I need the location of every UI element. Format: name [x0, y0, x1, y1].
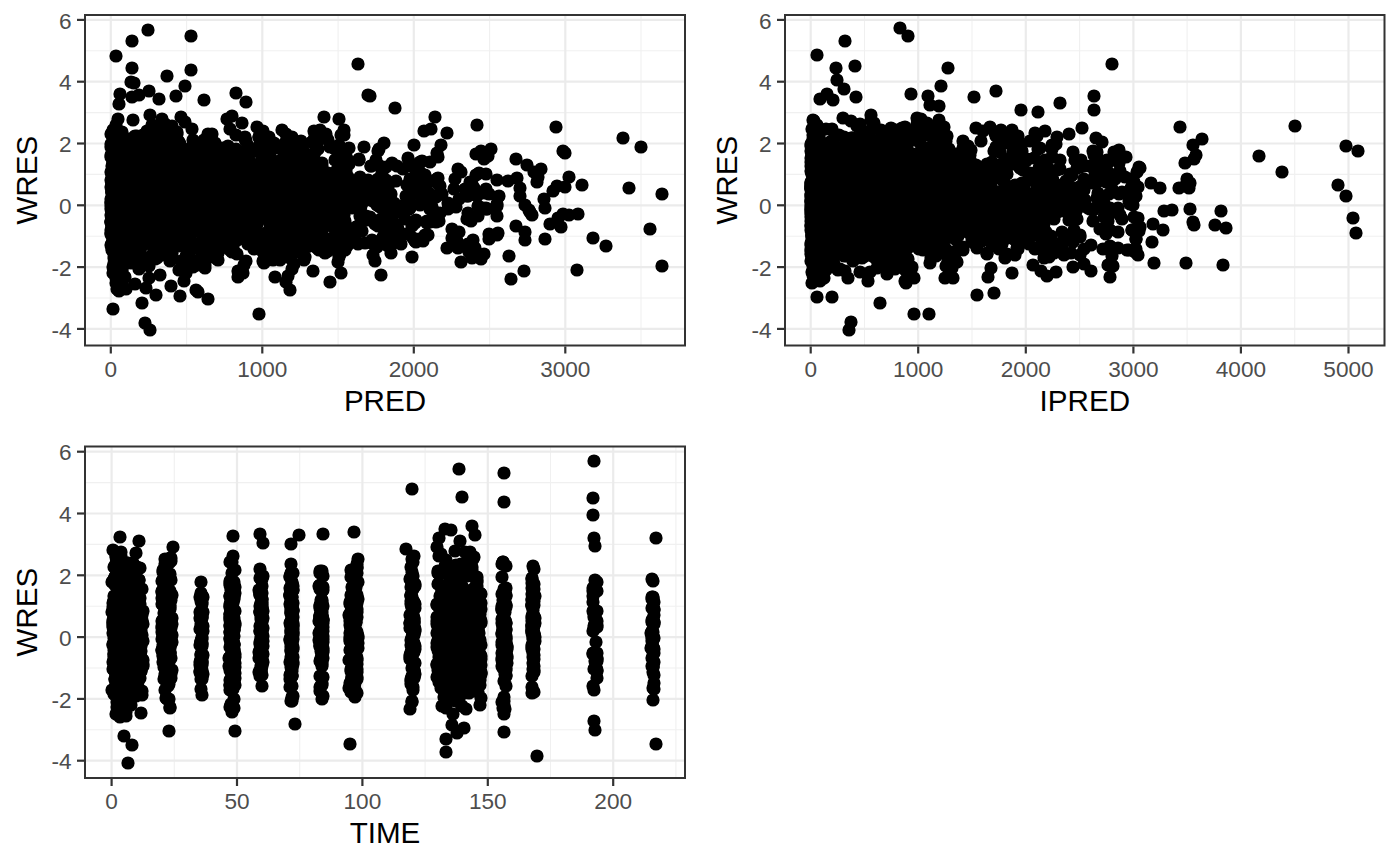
svg-text:2: 2	[59, 564, 72, 589]
svg-text:3000: 3000	[540, 357, 590, 382]
svg-text:-2: -2	[751, 256, 771, 281]
svg-text:0: 0	[105, 789, 118, 814]
svg-text:2: 2	[759, 132, 772, 157]
svg-text:-2: -2	[51, 256, 71, 281]
svg-text:6: 6	[759, 9, 772, 34]
svg-text:-4: -4	[51, 318, 71, 343]
svg-text:4: 4	[759, 70, 772, 95]
svg-text:0: 0	[59, 194, 72, 219]
svg-text:WRES: WRES	[10, 568, 43, 657]
svg-text:-4: -4	[751, 318, 771, 343]
svg-text:PRED: PRED	[344, 384, 426, 417]
svg-text:150: 150	[469, 789, 507, 814]
svg-text:4: 4	[59, 70, 72, 95]
svg-text:-4: -4	[51, 749, 71, 774]
svg-text:0: 0	[804, 357, 817, 382]
svg-text:0: 0	[759, 194, 772, 219]
svg-text:200: 200	[594, 789, 632, 814]
svg-text:6: 6	[59, 440, 72, 465]
svg-text:6: 6	[59, 9, 72, 34]
svg-text:5000: 5000	[1323, 357, 1373, 382]
svg-text:0: 0	[59, 626, 72, 651]
svg-text:100: 100	[344, 789, 382, 814]
svg-text:50: 50	[224, 789, 249, 814]
svg-text:IPRED: IPRED	[1040, 384, 1130, 417]
svg-text:3000: 3000	[1108, 357, 1158, 382]
svg-text:WRES: WRES	[10, 136, 43, 225]
svg-text:4: 4	[59, 502, 72, 527]
svg-text:1000: 1000	[893, 357, 943, 382]
svg-text:-2: -2	[51, 688, 71, 713]
svg-text:WRES: WRES	[710, 136, 743, 225]
svg-text:2000: 2000	[1001, 357, 1051, 382]
svg-text:2000: 2000	[389, 357, 439, 382]
svg-text:TIME: TIME	[350, 816, 421, 849]
svg-text:1000: 1000	[237, 357, 287, 382]
svg-text:0: 0	[105, 357, 118, 382]
svg-text:2: 2	[59, 132, 72, 157]
svg-text:4000: 4000	[1216, 357, 1266, 382]
